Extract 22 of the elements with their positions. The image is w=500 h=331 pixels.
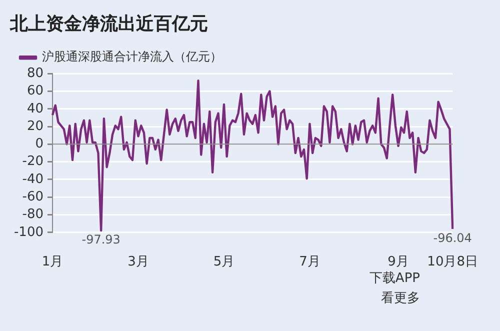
legend-label: 沪股通深股通合计净流入（亿元）	[42, 50, 222, 64]
y-tick-label: 80	[26, 66, 44, 81]
x-tick-label: 1月	[42, 254, 64, 270]
x-tick-label: 9月	[388, 254, 409, 270]
chart-title: 北上资金净流出近百亿元	[9, 13, 208, 34]
annotation: -96.04	[433, 231, 472, 246]
y-tick-label: 20	[26, 118, 44, 134]
y-tick-label: -20	[22, 154, 44, 170]
x-tick-label: 7月	[299, 254, 320, 270]
y-tick-label: -60	[22, 189, 44, 204]
x-tick-label: 5月	[213, 254, 235, 270]
y-tick-label: 40	[26, 101, 44, 116]
text: 下载APP	[369, 270, 420, 288]
y-tick-label: -100	[14, 224, 44, 240]
y-tick-label: 60	[26, 84, 44, 99]
y-tick-label: -40	[22, 172, 44, 187]
x-tick-label: 10月8日	[427, 254, 478, 270]
x-tick-label: 3月	[128, 254, 149, 270]
annotation: -97.93	[82, 232, 120, 247]
text: 看更多	[380, 290, 420, 308]
y-tick-label: -80	[22, 207, 44, 222]
y-tick-label: 0	[35, 136, 44, 152]
